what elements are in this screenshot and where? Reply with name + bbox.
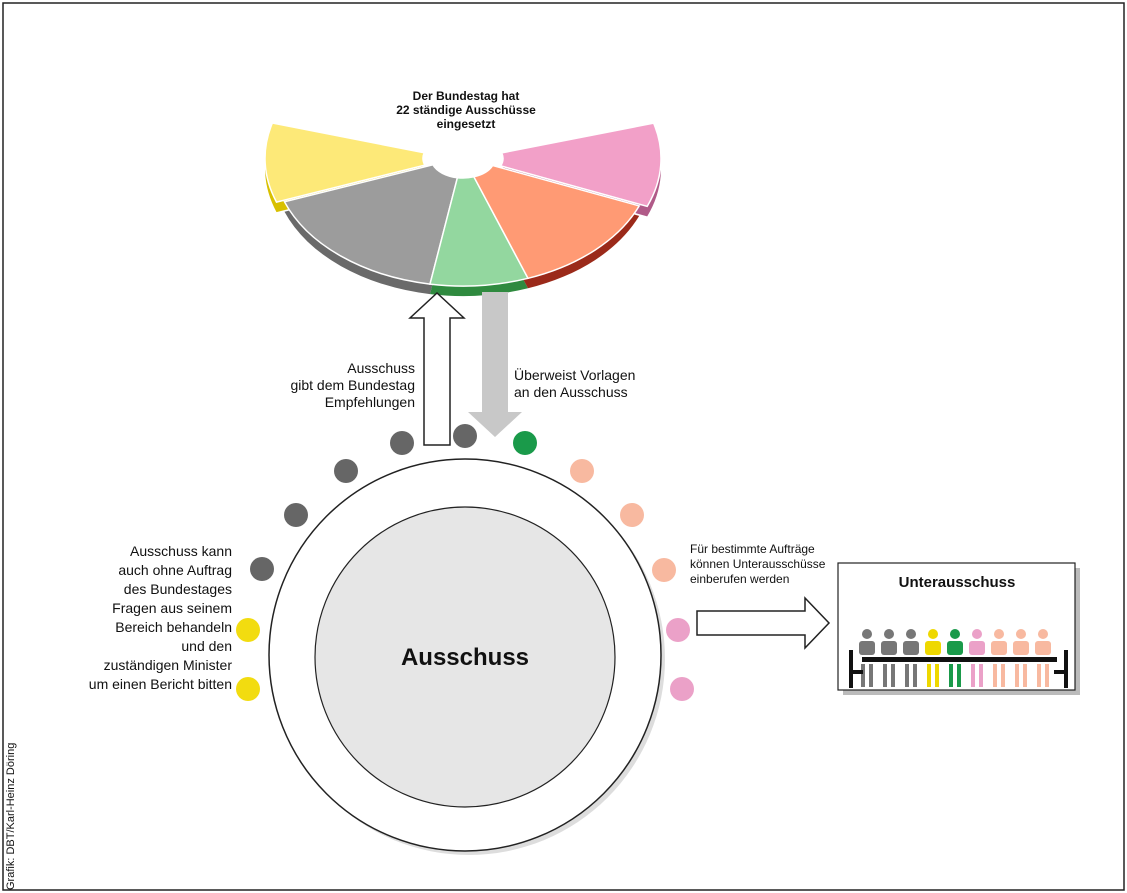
person-leg	[861, 664, 865, 687]
note-line: auch ohne Auftrag	[118, 562, 232, 578]
member-dot	[652, 558, 676, 582]
person-body	[947, 641, 963, 655]
person-leg	[1037, 664, 1041, 687]
note-line: Ausschuss kann	[130, 543, 232, 559]
member-dot	[670, 677, 694, 701]
center-label: Ausschuss	[401, 644, 529, 671]
member-dot	[453, 424, 477, 448]
person-leg	[869, 664, 873, 687]
note-line: und den	[181, 638, 232, 654]
subcommittee-title: Unterausschuss	[899, 574, 1016, 591]
note-line: Bereich behandeln	[115, 619, 232, 635]
person-body	[859, 641, 875, 655]
note-line: Fragen aus seinem	[112, 600, 232, 616]
note-line: zuständigen Minister	[104, 657, 233, 673]
person-body	[881, 641, 897, 655]
person-leg	[927, 664, 931, 687]
person-leg	[905, 664, 909, 687]
label-line: Empfehlungen	[325, 394, 415, 410]
caption-line: Der Bundestag hat	[413, 89, 520, 103]
note-line: einberufen werden	[690, 572, 789, 586]
person-leg	[913, 664, 917, 687]
person-head	[906, 629, 916, 639]
note-line: können Unterausschüsse	[690, 557, 826, 571]
note-line: des Bundestages	[124, 581, 232, 597]
table	[862, 657, 1057, 662]
person-leg	[883, 664, 887, 687]
label-line: Ausschuss	[347, 360, 415, 376]
person-leg	[891, 664, 895, 687]
person-head	[950, 629, 960, 639]
chair-seat	[849, 670, 863, 674]
member-dot	[390, 431, 414, 455]
person-leg	[979, 664, 983, 687]
person-head	[862, 629, 872, 639]
person-body	[903, 641, 919, 655]
person-head	[928, 629, 938, 639]
person-head	[1038, 629, 1048, 639]
note-line: um einen Bericht bitten	[89, 676, 232, 692]
person-body	[991, 641, 1007, 655]
person-head	[972, 629, 982, 639]
member-dot	[236, 677, 260, 701]
person-head	[1016, 629, 1026, 639]
person-body	[1013, 641, 1029, 655]
person-body	[1035, 641, 1051, 655]
person-leg	[993, 664, 997, 687]
caption-line: eingesetzt	[437, 117, 496, 131]
member-dot	[570, 459, 594, 483]
diagram: Der Bundestag hat 22 ständige Ausschüsse…	[0, 0, 1127, 893]
person-body	[925, 641, 941, 655]
person-leg	[1045, 664, 1049, 687]
note-line: Für bestimmte Aufträge	[690, 542, 815, 556]
label-line: Überweist Vorlagen	[514, 366, 635, 383]
chair	[1064, 650, 1068, 688]
chair	[849, 650, 853, 688]
member-dot	[513, 431, 537, 455]
person-leg	[949, 664, 953, 687]
caption-line: 22 ständige Ausschüsse	[396, 103, 536, 117]
member-dot	[666, 618, 690, 642]
person-leg	[935, 664, 939, 687]
person-leg	[971, 664, 975, 687]
label-line: gibt dem Bundestag	[290, 377, 415, 393]
chair-seat	[1054, 670, 1068, 674]
person-body	[969, 641, 985, 655]
person-leg	[1023, 664, 1027, 687]
credit: Grafik: DBT/Karl-Heinz Döring	[5, 743, 17, 890]
person-leg	[957, 664, 961, 687]
member-dot	[284, 503, 308, 527]
person-head	[884, 629, 894, 639]
member-dot	[250, 557, 274, 581]
member-dot	[236, 618, 260, 642]
person-head	[994, 629, 1004, 639]
member-dot	[334, 459, 358, 483]
label-line: an den Ausschuss	[514, 384, 628, 400]
person-leg	[1001, 664, 1005, 687]
person-leg	[1015, 664, 1019, 687]
member-dot	[620, 503, 644, 527]
